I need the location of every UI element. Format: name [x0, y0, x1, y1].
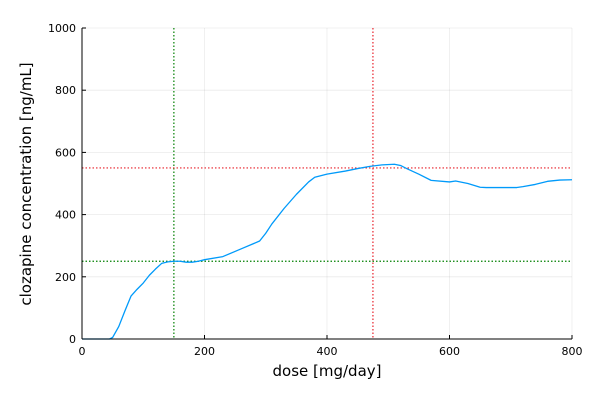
series-line	[82, 163, 573, 340]
x-tick-label: 800	[562, 345, 583, 358]
series-layer	[82, 163, 573, 340]
y-tick-label: 0	[69, 333, 76, 346]
reference-lines	[82, 28, 572, 339]
y-axis-label: clozapine concentration [ng/mL]	[17, 62, 35, 305]
y-tick-label: 1000	[48, 22, 76, 35]
plot-frame	[81, 27, 573, 340]
x-tick-label: 400	[317, 345, 338, 358]
x-tick-label: 200	[194, 345, 215, 358]
y-tick-label: 600	[55, 146, 76, 159]
x-tick-label: 600	[439, 345, 460, 358]
tick-labels: 0 200 400 600 800 0 200 400 600 800 1000	[48, 22, 583, 358]
x-tick-label: 0	[79, 345, 86, 358]
x-axis-label: dose [mg/day]	[273, 362, 382, 380]
y-tick-label: 800	[55, 84, 76, 97]
grid	[81, 27, 573, 340]
y-tick-label: 400	[55, 209, 76, 222]
y-tick-label: 200	[55, 271, 76, 284]
